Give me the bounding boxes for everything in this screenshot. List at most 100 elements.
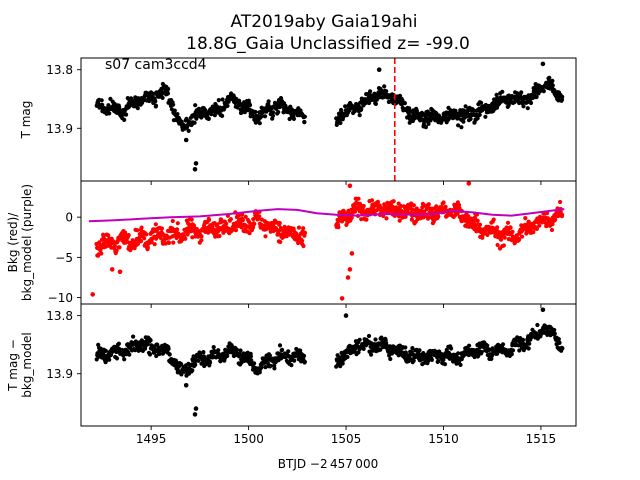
data-point [192,412,198,417]
data-point [175,112,180,117]
data-point [441,200,446,205]
data-point [193,406,199,411]
data-point [122,230,128,235]
data-point [277,220,282,226]
data-point [376,67,382,72]
data-point [510,348,516,353]
data-point [175,221,180,226]
data-point [423,125,428,130]
data-point [206,217,212,223]
data-point [540,61,546,67]
data-point [560,346,565,351]
data-point [166,240,172,245]
data-point [116,341,121,346]
data-point [157,351,162,356]
data-point [145,245,150,250]
data-point [216,98,221,103]
data-point [410,346,415,351]
data-point [252,361,257,366]
data-point [259,365,264,370]
data-point [272,366,277,371]
data-point [521,104,526,109]
data-point [443,204,448,209]
data-point [495,351,500,356]
x-tick-label: 1495 [136,432,167,446]
data-point [352,209,358,214]
data-point [289,363,294,368]
data-point [276,230,281,235]
data-point [183,236,188,241]
data-point [434,204,439,209]
data-point [531,230,536,235]
data-point [153,99,158,104]
data-point [356,196,361,201]
data-point [549,227,555,233]
data-point [520,234,525,239]
data-point [193,161,199,166]
data-point [556,213,561,219]
data-point [471,108,476,113]
data-point [537,223,542,228]
data-point [286,349,291,354]
data-point [240,218,245,223]
data-point [122,357,127,362]
data-point [199,234,204,239]
y-tick-label: −5 [55,251,73,265]
data-point [343,313,349,318]
data-point [541,89,546,94]
data-point [540,307,546,313]
y-tick-label: 13.8 [46,63,73,77]
data-point [497,230,502,235]
data-point [491,217,496,222]
data-point [338,364,343,369]
data-point [268,363,273,368]
data-point [519,90,524,95]
data-point [263,114,268,119]
data-point [107,111,112,116]
data-point [135,106,140,111]
data-point [468,116,473,122]
data-point [397,218,402,223]
data-point [335,353,340,358]
data-point [193,362,198,367]
data-point [407,120,412,125]
data-point [278,239,283,245]
data-point [357,113,362,118]
x-tick-label: 1500 [233,432,264,446]
data-point [475,116,480,121]
data-point [411,203,416,208]
data-point [147,352,153,357]
data-point [220,97,225,102]
data-point [367,100,372,106]
data-point [560,94,565,99]
data-point [220,113,225,118]
tmag-panel: 13.8 13.9 T mag [19,57,577,185]
data-point [477,112,482,117]
data-point [485,343,490,348]
data-point [167,352,172,357]
data-point [117,245,122,250]
data-point [253,109,258,115]
data-point [508,225,513,230]
data-point [461,119,466,124]
data-point [207,360,213,365]
axes-frame [80,57,577,182]
data-point [216,348,221,353]
data-point [475,218,480,223]
data-point [458,362,463,367]
data-point [302,359,307,364]
data-point [124,112,129,117]
data-point [160,95,165,100]
data-point [524,231,529,236]
data-point [339,296,345,301]
data-point [339,109,344,114]
data-point [455,211,460,216]
data-point [117,269,123,275]
data-point [122,117,127,122]
data-point [267,353,272,358]
data-point [189,217,194,222]
data-point [361,203,366,209]
data-point [505,220,511,225]
data-point [183,383,189,388]
